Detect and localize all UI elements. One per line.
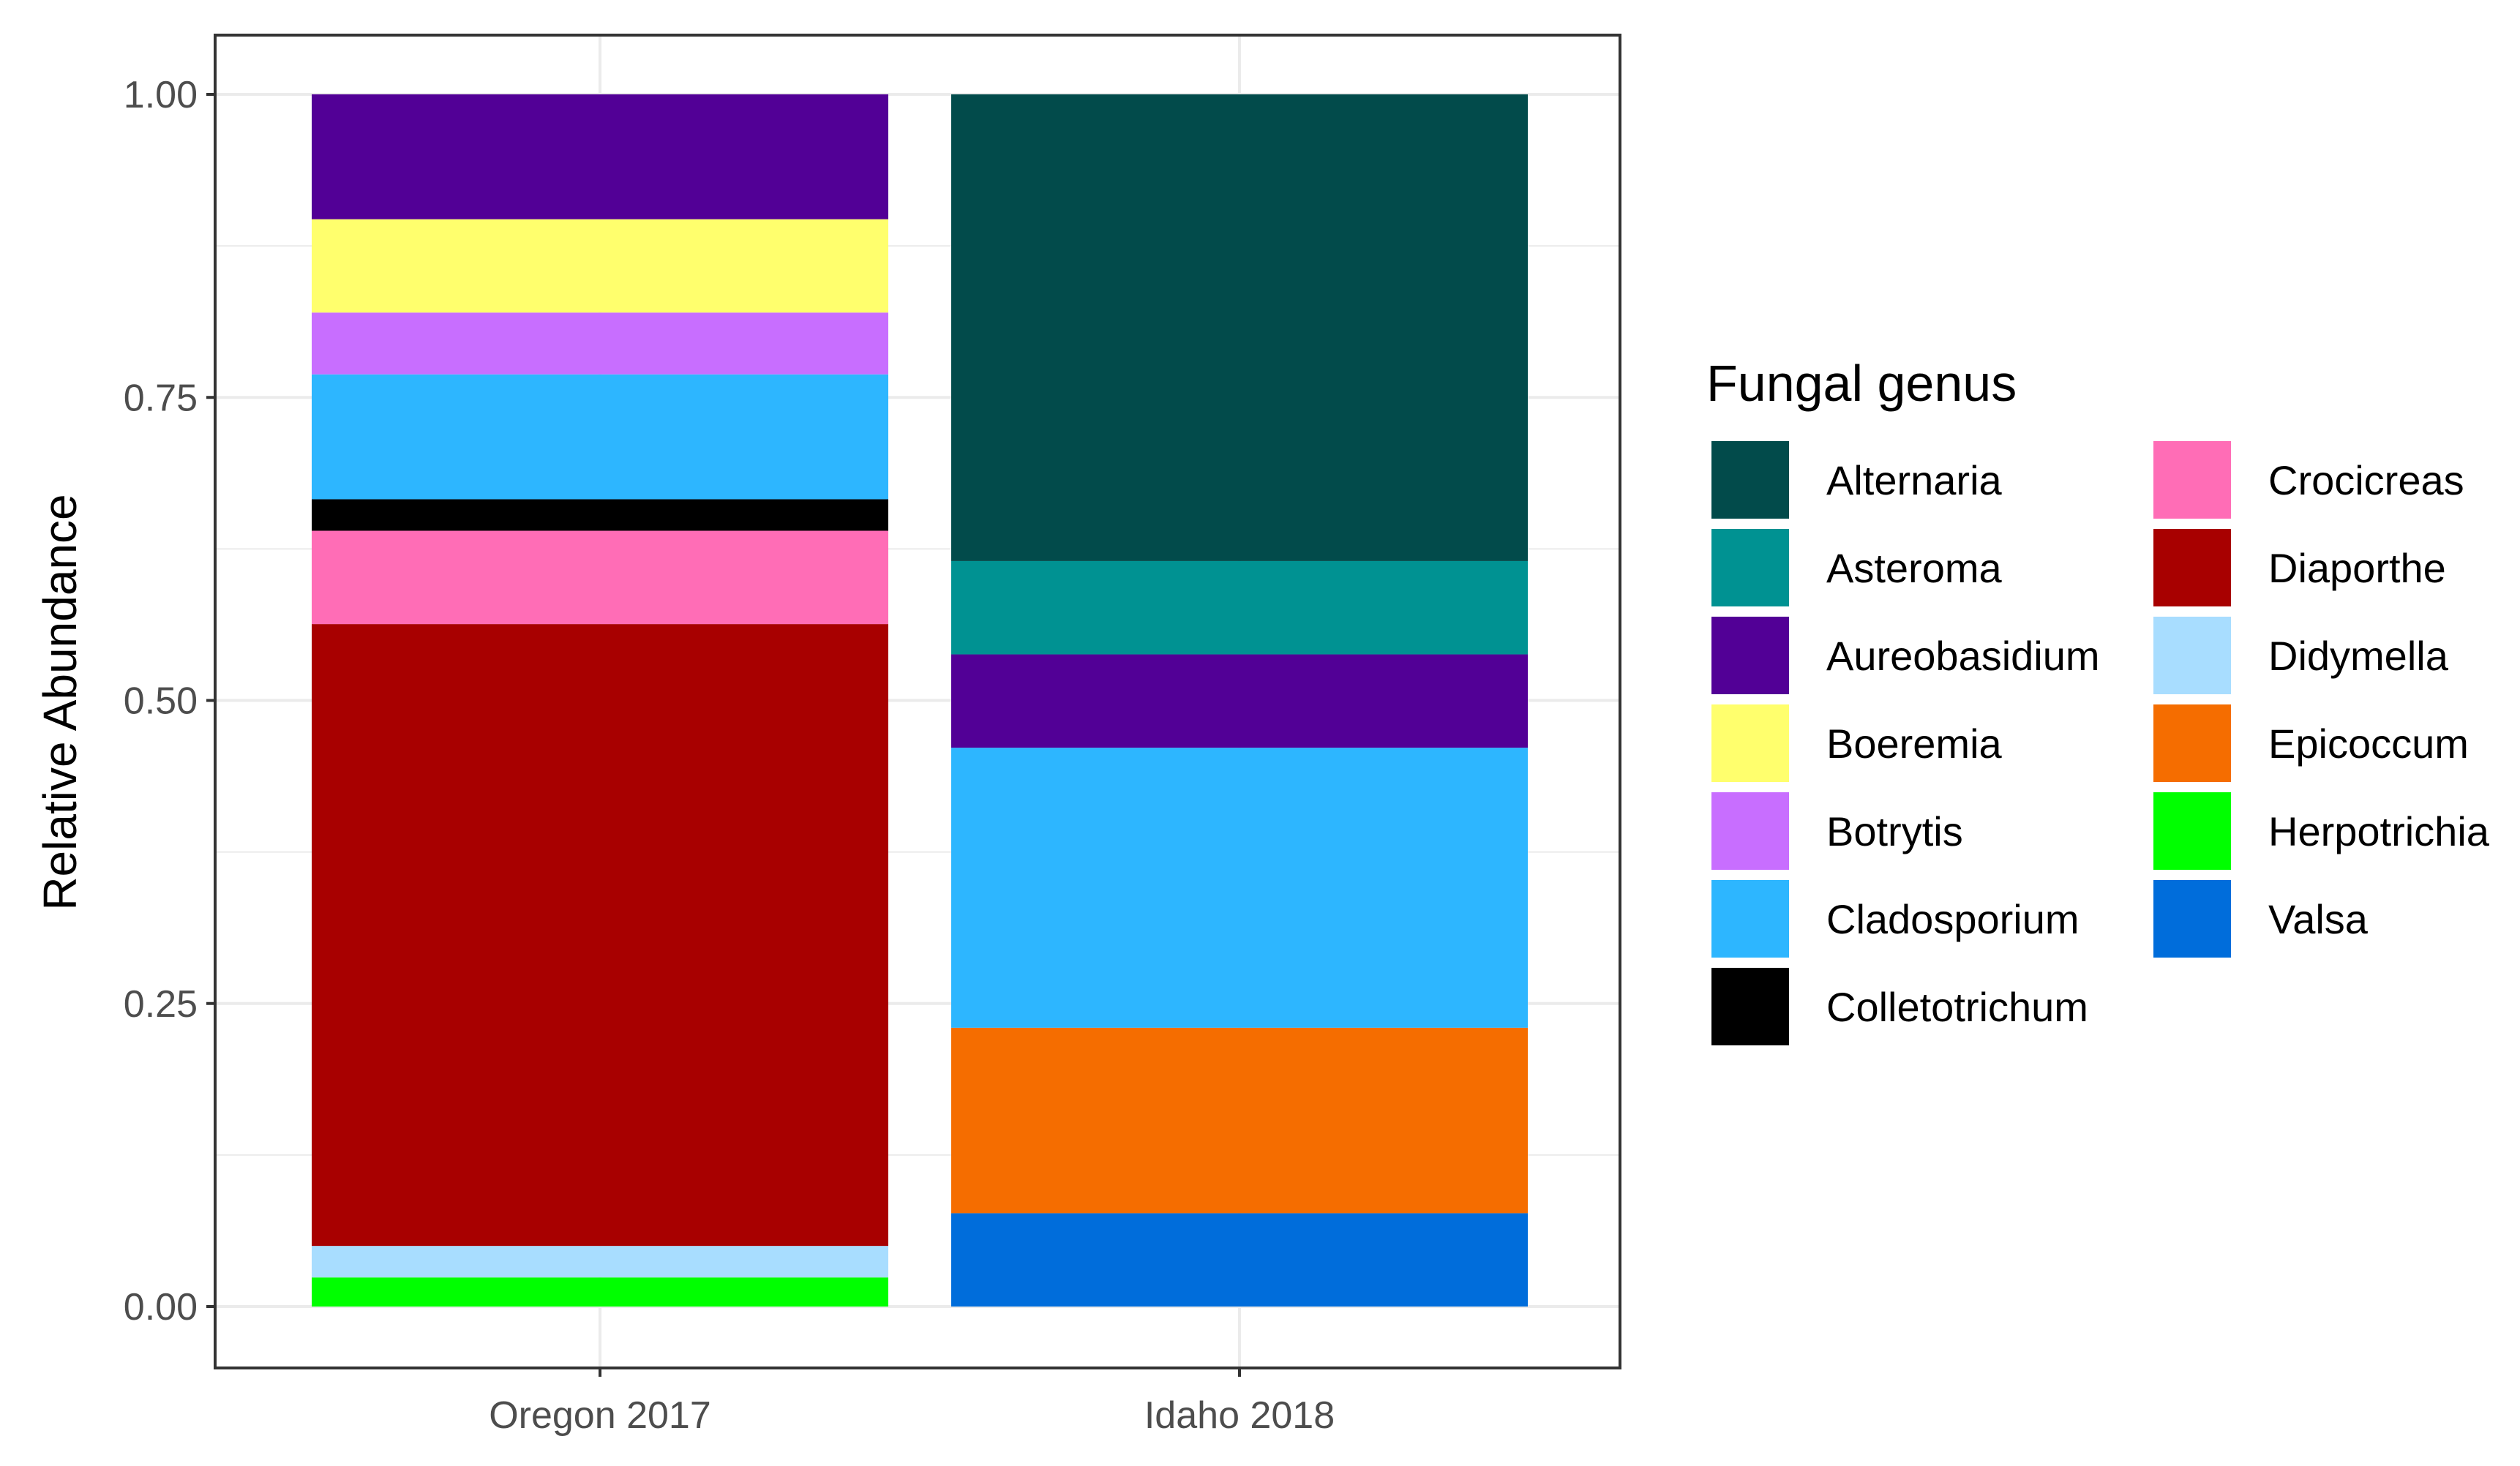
bar-segment-epicoccum-1 xyxy=(951,1027,1528,1214)
legend-label-asteroma: Asteroma xyxy=(1826,545,2002,591)
bar-segment-valsa-1 xyxy=(951,1213,1528,1307)
x-tick-label: Idaho 2018 xyxy=(1144,1394,1335,1437)
legend-key-diaporthe xyxy=(2152,527,2232,608)
legend-label-herpotrichia: Herpotrichia xyxy=(2268,808,2490,854)
legend-key-epicoccum xyxy=(2152,703,2232,783)
bar-segment-cladosporium-1 xyxy=(951,748,1528,1028)
bar-segment-diaporthe-0 xyxy=(312,624,888,1247)
legend-key-colletotrichum xyxy=(1710,966,1790,1047)
bar-segment-herpotrichia-0 xyxy=(312,1277,888,1307)
legend-label-colletotrichum: Colletotrichum xyxy=(1826,984,2088,1030)
y-tick-label: 1.00 xyxy=(124,74,198,116)
legend-label-epicoccum: Epicoccum xyxy=(2268,721,2469,767)
legend-key-alternaria xyxy=(1710,440,1790,520)
legend-key-didymella xyxy=(2152,615,2232,696)
legend-label-aureobasidium: Aureobasidium xyxy=(1826,633,2100,679)
legend-key-crocicreas xyxy=(2152,440,2232,520)
bar-segment-aureobasidium-0 xyxy=(312,94,888,219)
bar-segment-alternaria-1 xyxy=(951,94,1528,561)
legend-label-crocicreas: Crocicreas xyxy=(2268,457,2464,503)
bars xyxy=(312,94,1528,1307)
legend-key-herpotrichia xyxy=(2152,791,2232,871)
bar-segment-asteroma-1 xyxy=(951,560,1528,655)
legend-key-botrytis xyxy=(1710,791,1790,871)
legend-key-valsa xyxy=(2152,879,2232,959)
legend-key-asteroma xyxy=(1710,527,1790,608)
legend-title: Fungal genus xyxy=(1706,355,2017,412)
bar-segment-crocicreas-0 xyxy=(312,530,888,625)
bar-segment-botrytis-0 xyxy=(312,312,888,375)
bar-segment-didymella-0 xyxy=(312,1246,888,1278)
legend-label-diaporthe: Diaporthe xyxy=(2268,545,2446,591)
legend-key-cladosporium xyxy=(1710,879,1790,959)
y-tick-label: 0.75 xyxy=(124,377,198,419)
legend: Alternaria Asteroma Aureobasidium Boeremia B… xyxy=(1710,440,2490,1047)
axes: 0.00 0.25 0.50 0.75 1.00 Oregon 2017 Idaho 201… xyxy=(124,74,1335,1437)
y-axis-title: Relative Abundance xyxy=(34,494,86,910)
y-tick-label: 0.50 xyxy=(124,680,198,723)
bar-segment-cladosporium-0 xyxy=(312,374,888,500)
legend-label-botrytis: Botrytis xyxy=(1826,808,1963,854)
bar-segment-colletotrichum-0 xyxy=(312,499,888,531)
y-tick-label: 0.25 xyxy=(124,983,198,1026)
legend-label-valsa: Valsa xyxy=(2268,896,2369,942)
y-tick-label: 0.00 xyxy=(124,1286,198,1328)
bar-segment-boeremia-0 xyxy=(312,219,888,313)
bar-segment-aureobasidium-1 xyxy=(951,654,1528,748)
legend-label-alternaria: Alternaria xyxy=(1826,457,2003,503)
legend-key-aureobasidium xyxy=(1710,615,1790,696)
x-tick-label: Oregon 2017 xyxy=(489,1394,711,1437)
legend-key-boeremia xyxy=(1710,703,1790,783)
legend-label-cladosporium: Cladosporium xyxy=(1826,896,2080,942)
legend-label-didymella: Didymella xyxy=(2268,633,2449,679)
legend-label-boeremia: Boeremia xyxy=(1826,721,2003,767)
